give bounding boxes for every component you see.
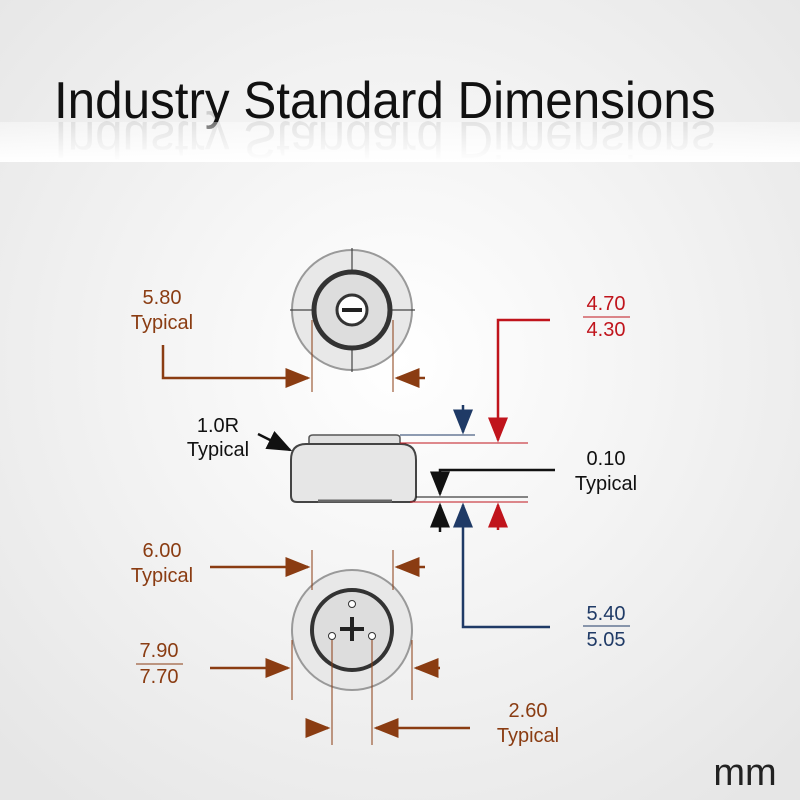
dim-value: 5.80: [143, 287, 182, 309]
dim-min: 5.05: [587, 629, 626, 651]
side-view: [290, 434, 417, 503]
dim-note: Typical: [131, 565, 193, 587]
top-width-dim: [161, 320, 425, 392]
dim-value: 2.60: [509, 700, 548, 722]
dim-min: 7.70: [140, 666, 179, 688]
dim-note: Typical: [131, 312, 193, 334]
side-dims: [136, 316, 630, 665]
dim-value: 0.10: [587, 448, 626, 470]
dim-note: Typical: [575, 473, 637, 495]
title: Industry Standard Dimensions: [54, 71, 716, 129]
reflection-fade: [0, 122, 800, 162]
dim-min: 4.30: [587, 319, 626, 341]
dim-max: 4.70: [587, 293, 626, 315]
dim-value: 6.00: [143, 540, 182, 562]
bottom-view: [291, 569, 413, 691]
dim-note: Typical: [497, 725, 559, 747]
bottom-dims: [210, 550, 470, 745]
unit: mm: [713, 752, 776, 794]
dim-max: 7.90: [140, 640, 179, 662]
top-view: [290, 248, 415, 372]
dim-value: 1.0R: [197, 415, 239, 437]
dim-note: Typical: [187, 439, 249, 461]
dim-max: 5.40: [587, 603, 626, 625]
